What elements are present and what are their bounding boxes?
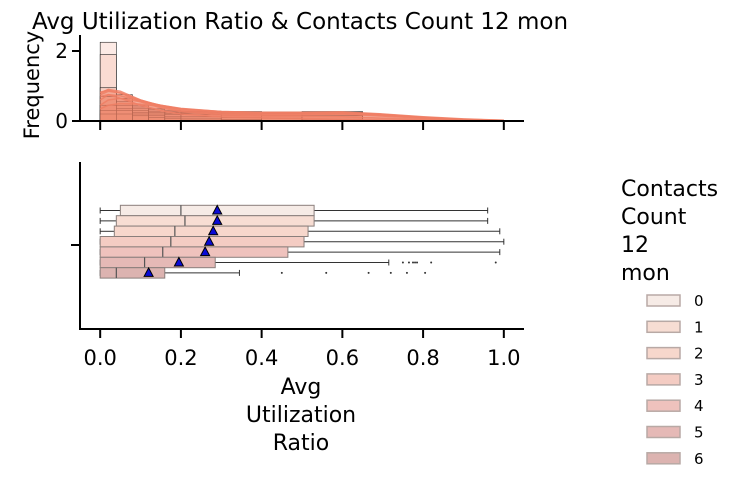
outlier-point (414, 261, 417, 264)
outlier-point (424, 271, 427, 274)
legend-swatch (646, 452, 681, 465)
legend-title-line: Count (621, 205, 687, 230)
outlier-point (430, 261, 433, 264)
kde-area (100, 94, 504, 121)
kde-area (100, 94, 504, 121)
legend-swatch (646, 399, 681, 412)
kde-curve (99, 89, 504, 122)
box-group-1 (99, 215, 489, 227)
outlier-point (280, 271, 283, 274)
outlier-point (412, 261, 414, 264)
x-axis-label-line: Utilization (246, 403, 356, 428)
outlier-point (325, 271, 328, 274)
mean-marker (173, 256, 185, 267)
box-group-3 (99, 236, 505, 248)
kde-curve (99, 88, 504, 122)
x-axis-label: Avg Utilization Ratio (246, 375, 356, 456)
histogram-y-tick-label: 2 (55, 39, 68, 63)
x-axis-label-line: Ratio (273, 431, 329, 456)
legend-label: 3 (694, 371, 704, 389)
legend-swatch (646, 294, 681, 307)
x-axis-label-line: Avg (281, 375, 322, 400)
box (99, 256, 216, 269)
outlier-point (407, 261, 410, 264)
outlier-point (367, 271, 370, 274)
legend-label: 5 (694, 424, 704, 442)
x-tick-label: 0.0 (83, 346, 116, 370)
x-tick-label: 0.4 (245, 346, 278, 370)
x-tick-label: 1.0 (487, 346, 520, 370)
mean-marker (203, 235, 215, 246)
histogram-y-tick-label: 0 (55, 109, 68, 133)
x-tick-label: 0.8 (406, 346, 439, 370)
mean-marker (199, 246, 211, 257)
outlier-point (389, 271, 392, 274)
outlier-point (416, 261, 419, 264)
kde-area (100, 90, 504, 121)
legend-label: 1 (694, 318, 704, 336)
legend-title-line: mon (621, 261, 670, 286)
legend-title-line: 12 (621, 233, 649, 258)
legend-swatch (646, 320, 681, 334)
legend-swatch (646, 373, 681, 386)
box (99, 267, 166, 279)
mean-marker (211, 204, 223, 215)
legend-label: 0 (694, 292, 704, 310)
histogram-y-axis-label: Frequency (20, 31, 44, 140)
legend-swatch (646, 346, 681, 360)
outlier-point (494, 261, 497, 264)
boxplot-panel: 0.0 0.2 0.4 0.6 0.8 1.0 (71, 162, 524, 370)
box-group-6 (99, 267, 427, 279)
mean-marker (211, 214, 223, 225)
box-group-0 (99, 204, 489, 217)
x-tick-label: 0.2 (164, 346, 197, 370)
chart-title: Avg Utilization Ratio & Contacts Count 1… (32, 9, 568, 35)
legend-label: 4 (694, 397, 704, 415)
legend-swatch (646, 425, 681, 439)
outlier-point (405, 271, 408, 274)
box (99, 246, 289, 258)
legend-label: 6 (694, 450, 704, 468)
mean-marker (207, 225, 219, 236)
legend-label: 2 (694, 345, 704, 363)
x-tick-label: 0.6 (326, 346, 359, 370)
box-group-4 (99, 246, 501, 258)
mean-marker (143, 266, 154, 277)
box-group-2 (99, 225, 501, 238)
legend-title-line: Contacts (621, 177, 718, 202)
histogram-panel: 02 (55, 35, 524, 133)
box (99, 236, 305, 248)
box-group-5 (99, 256, 497, 269)
outlier-point (401, 261, 404, 264)
